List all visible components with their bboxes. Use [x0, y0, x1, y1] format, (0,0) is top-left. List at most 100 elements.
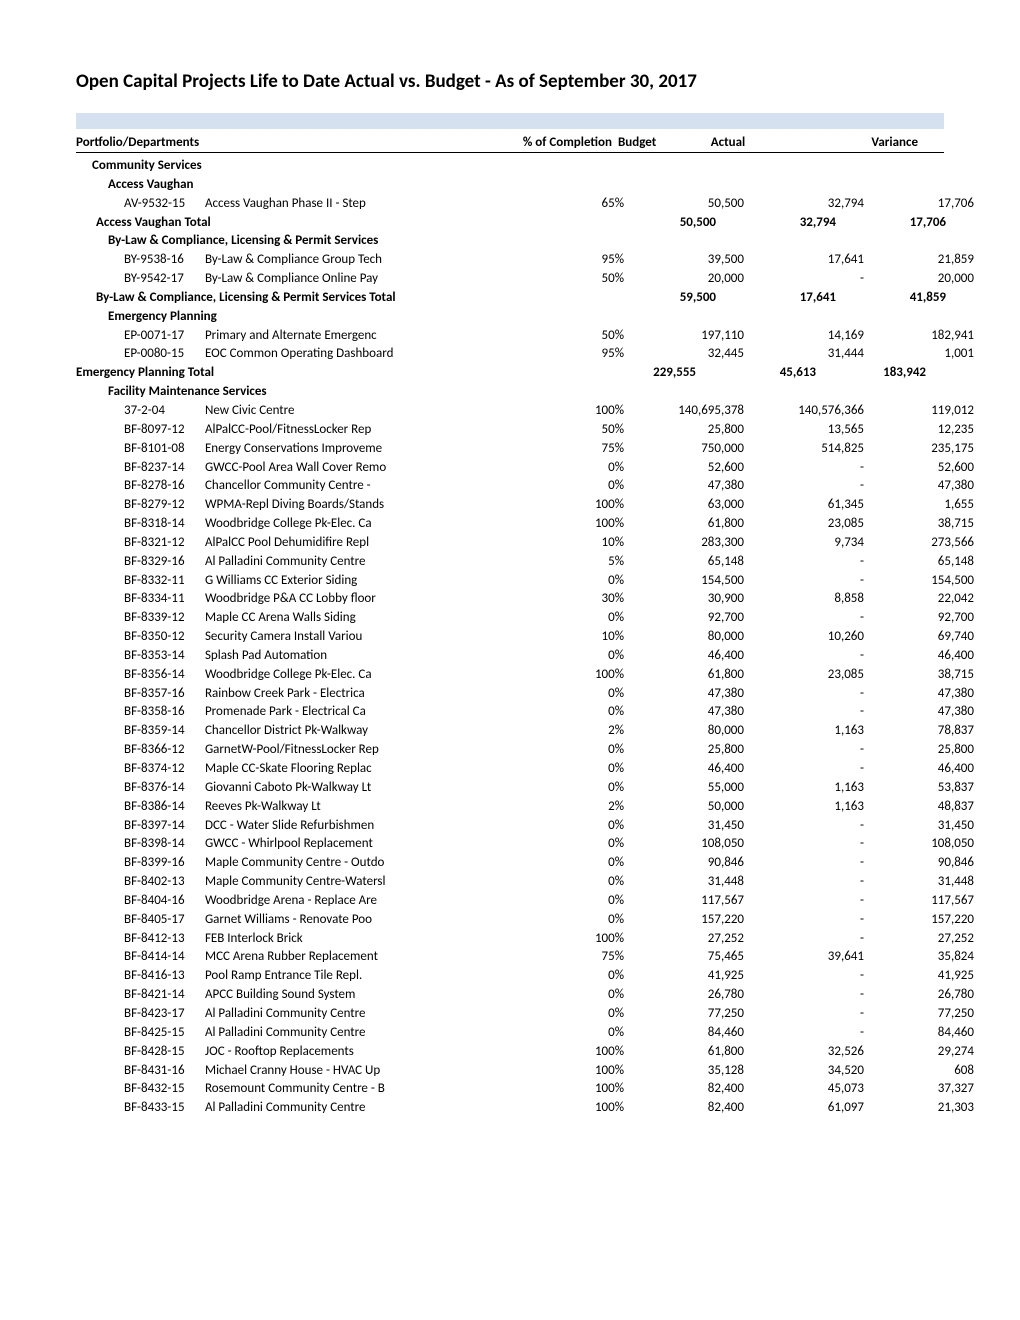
row-name: BY-9542-17 By-Law & Compliance Online Pa…: [76, 270, 524, 289]
row-budget: 41,925: [624, 967, 744, 986]
row-actual: 140,576,366: [744, 402, 864, 421]
col-pct: % of Completion: [476, 135, 618, 150]
table-row: BF-8366-12 GarnetW-Pool/FitnessLocker Re…: [76, 741, 944, 760]
row-name: BF-8386-14 Reeves Pk-Walkway Lt: [76, 798, 524, 817]
total-actual: 17,641: [716, 289, 836, 308]
row-variance: 608: [864, 1062, 974, 1081]
row-pct: 0%: [524, 854, 624, 873]
table-row: BF-8386-14 Reeves Pk-Walkway Lt2%50,0001…: [76, 798, 944, 817]
total-label: Emergency Planning Total: [76, 364, 476, 383]
row-pct: 0%: [524, 911, 624, 930]
row-pct: 0%: [524, 703, 624, 722]
row-budget: 31,450: [624, 817, 744, 836]
row-name: BF-8279-12 WPMA-Repl Diving Boards/Stand…: [76, 496, 524, 515]
total-actual: 45,613: [696, 364, 816, 383]
row-name: BF-8398-14 GWCC - Whirlpool Replacement: [76, 835, 524, 854]
table-row: BF-8101-08 Energy Conservations Improvem…: [76, 440, 944, 459]
row-actual: 10,260: [744, 628, 864, 647]
row-actual: -: [744, 553, 864, 572]
row-budget: 157,220: [624, 911, 744, 930]
portfolio-header: Community Services: [76, 157, 944, 176]
row-pct: 100%: [524, 496, 624, 515]
row-pct: 0%: [524, 817, 624, 836]
row-actual: 34,520: [744, 1062, 864, 1081]
row-budget: 25,800: [624, 741, 744, 760]
row-budget: 75,465: [624, 948, 744, 967]
row-pct: 50%: [524, 421, 624, 440]
row-actual: 13,565: [744, 421, 864, 440]
row-pct: 0%: [524, 835, 624, 854]
row-actual: -: [744, 986, 864, 1005]
table-row: BF-8237-14 GWCC-Pool Area Wall Cover Rem…: [76, 459, 944, 478]
row-budget: 20,000: [624, 270, 744, 289]
row-variance: 38,715: [864, 515, 974, 534]
row-name: BF-8339-12 Maple CC Arena Walls Siding: [76, 609, 524, 628]
header-accent-bar: [76, 113, 944, 129]
column-header-row: Portfolio/Departments % of Completion Bu…: [76, 135, 944, 153]
section-header: Emergency Planning: [76, 308, 944, 327]
row-name: BF-8237-14 GWCC-Pool Area Wall Cover Rem…: [76, 459, 524, 478]
total-variance: 183,942: [816, 364, 926, 383]
row-name: BF-8431-16 Michael Cranny House - HVAC U…: [76, 1062, 524, 1081]
row-name: AV-9532-15 Access Vaughan Phase II - Ste…: [76, 195, 524, 214]
total-budget: 229,555: [576, 364, 696, 383]
table-row: BF-8339-12 Maple CC Arena Walls Siding0%…: [76, 609, 944, 628]
row-pct: 5%: [524, 553, 624, 572]
row-name: BF-8278-16 Chancellor Community Centre -: [76, 477, 524, 496]
row-variance: 38,715: [864, 666, 974, 685]
row-budget: 50,500: [624, 195, 744, 214]
table-row: BF-8412-13 FEB Interlock Brick100%27,252…: [76, 930, 944, 949]
row-pct: 0%: [524, 647, 624, 666]
table-row: BF-8318-14 Woodbridge College Pk-Elec. C…: [76, 515, 944, 534]
section-total: By-Law & Compliance, Licensing & Permit …: [76, 289, 944, 308]
row-budget: 197,110: [624, 327, 744, 346]
row-budget: 61,800: [624, 666, 744, 685]
section-name: Facility Maintenance Services: [76, 383, 508, 402]
row-pct: 30%: [524, 590, 624, 609]
row-budget: 117,567: [624, 892, 744, 911]
total-variance: 41,859: [836, 289, 946, 308]
row-pct: 0%: [524, 477, 624, 496]
table-row: BF-8374-12 Maple CC-Skate Flooring Repla…: [76, 760, 944, 779]
table-row: BF-8433-15 Al Palladini Community Centre…: [76, 1099, 944, 1118]
row-pct: 0%: [524, 572, 624, 591]
row-budget: 82,400: [624, 1080, 744, 1099]
row-name: BF-8374-12 Maple CC-Skate Flooring Repla…: [76, 760, 524, 779]
total-budget: 59,500: [596, 289, 716, 308]
table-row: BF-8357-16 Rainbow Creek Park - Electric…: [76, 685, 944, 704]
table-row: BF-8334-11 Woodbridge P&A CC Lobby floor…: [76, 590, 944, 609]
row-pct: 50%: [524, 327, 624, 346]
row-pct: 0%: [524, 892, 624, 911]
row-budget: 82,400: [624, 1099, 744, 1118]
row-budget: 52,600: [624, 459, 744, 478]
page-title: Open Capital Projects Life to Date Actua…: [76, 70, 944, 93]
row-variance: 182,941: [864, 327, 974, 346]
total-label: By-Law & Compliance, Licensing & Permit …: [76, 289, 496, 308]
row-actual: 514,825: [744, 440, 864, 459]
row-actual: 23,085: [744, 666, 864, 685]
table-row: BF-8421-14 APCC Building Sound System0%2…: [76, 986, 944, 1005]
row-name: BF-8428-15 JOC - Rooftop Replacements: [76, 1043, 524, 1062]
row-variance: 26,780: [864, 986, 974, 1005]
row-name: BF-8329-16 Al Palladini Community Centre: [76, 553, 524, 572]
row-pct: 100%: [524, 930, 624, 949]
table-row: BF-8402-13 Maple Community Centre-Waters…: [76, 873, 944, 892]
table-row: BF-8329-16 Al Palladini Community Centre…: [76, 553, 944, 572]
row-pct: 0%: [524, 741, 624, 760]
row-budget: 35,128: [624, 1062, 744, 1081]
row-budget: 31,448: [624, 873, 744, 892]
row-actual: -: [744, 892, 864, 911]
row-variance: 29,274: [864, 1043, 974, 1062]
row-name: BF-8356-14 Woodbridge College Pk-Elec. C…: [76, 666, 524, 685]
row-budget: 61,800: [624, 515, 744, 534]
row-pct: 100%: [524, 402, 624, 421]
table-row: BF-8431-16 Michael Cranny House - HVAC U…: [76, 1062, 944, 1081]
row-actual: -: [744, 270, 864, 289]
row-actual: 31,444: [744, 345, 864, 364]
table-row: BF-8356-14 Woodbridge College Pk-Elec. C…: [76, 666, 944, 685]
row-variance: 77,250: [864, 1005, 974, 1024]
row-budget: 80,000: [624, 628, 744, 647]
row-budget: 46,400: [624, 760, 744, 779]
row-budget: 84,460: [624, 1024, 744, 1043]
row-actual: 1,163: [744, 779, 864, 798]
